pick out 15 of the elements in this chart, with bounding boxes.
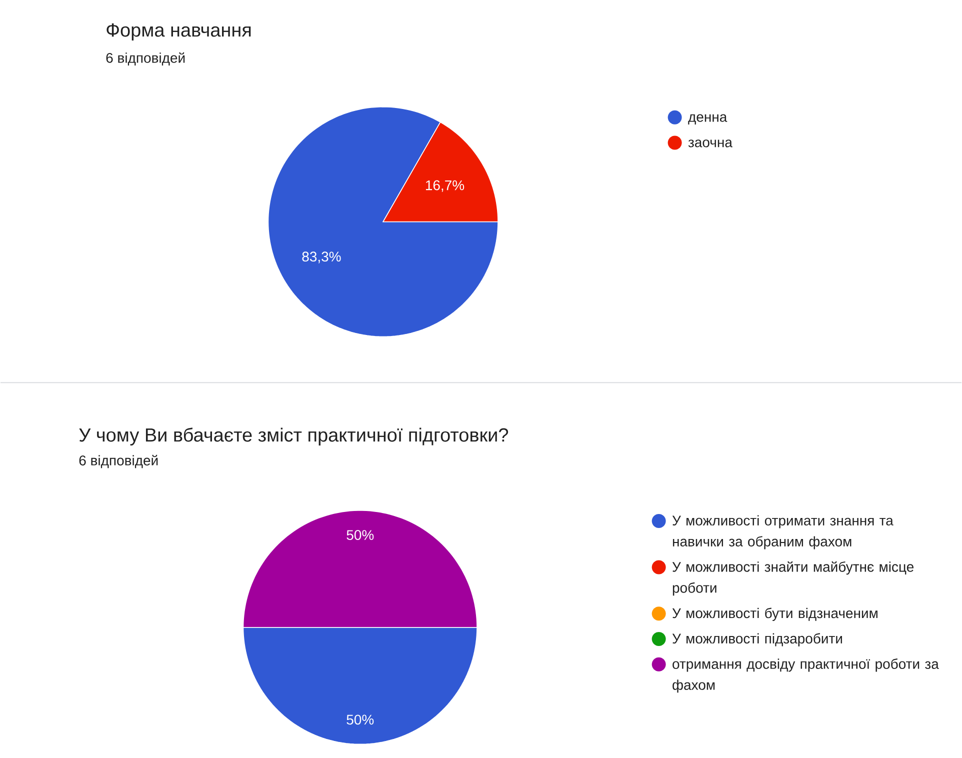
text: 6 відповідей bbox=[106, 52, 185, 66]
legend-label: заочна bbox=[688, 140, 732, 148]
data-label: 50% bbox=[346, 714, 374, 725]
legend-label: У можливості підзаробити bbox=[672, 633, 842, 646]
legend-label: денна bbox=[688, 114, 728, 124]
chart-title: Форма навчання bbox=[106, 23, 251, 40]
legend-label: У можливості бути відзначеним bbox=[672, 608, 878, 621]
data-label: 83,3% bbox=[302, 252, 341, 264]
data-label: 16,7% bbox=[426, 180, 464, 192]
legend-label: отримання досвіду практичної роботи за фахом bbox=[672, 658, 939, 693]
text: 6 відповідей bbox=[79, 454, 158, 468]
data-label: 50% bbox=[346, 530, 374, 540]
legend-label: У можливості знайти майбутнє місце роботи bbox=[672, 561, 914, 596]
legend-label: У можливості отримати знання та навички за обраним фахом bbox=[672, 515, 894, 550]
chart-title: У чому Ви вбачаєте зміст практичної підготовки? bbox=[79, 428, 508, 446]
